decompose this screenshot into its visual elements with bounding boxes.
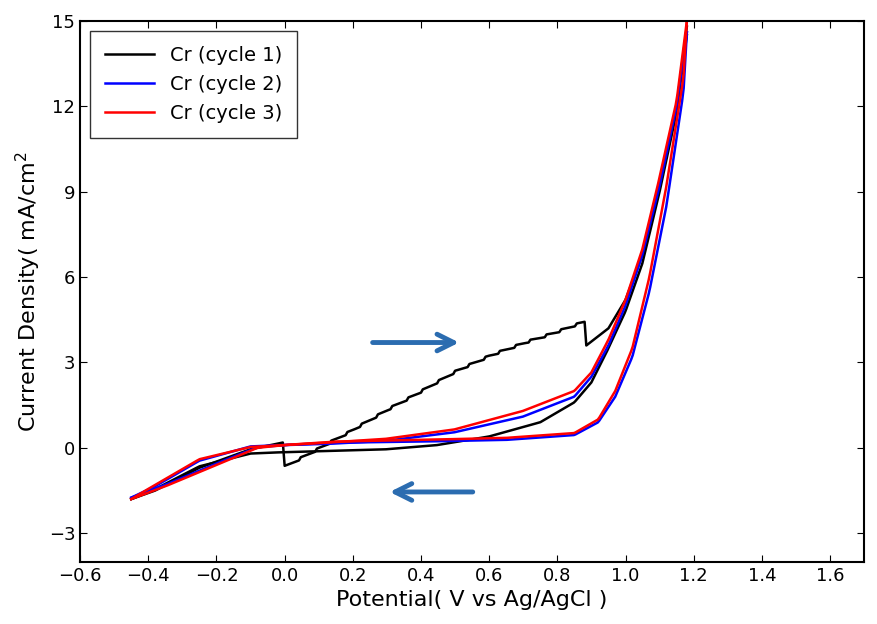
Cr (cycle 1) — [603, 323, 614, 330]
Cr (cycle 2) — [381, 438, 392, 446]
X-axis label: Potential( V vs Ag/AgCl ): Potential( V vs Ag/AgCl ) — [336, 590, 607, 610]
Cr (cycle 2) — [274, 442, 284, 449]
Cr (cycle 2) — [125, 494, 136, 502]
Cr (cycle 3) — [381, 437, 392, 444]
Cr (cycle 2) — [422, 437, 432, 445]
Line: Cr (cycle 2): Cr (cycle 2) — [131, 32, 686, 498]
Cr (cycle 2) — [657, 219, 667, 227]
Cr (cycle 1) — [631, 263, 642, 271]
Legend: Cr (cycle 1), Cr (cycle 2), Cr (cycle 3): Cr (cycle 1), Cr (cycle 2), Cr (cycle 3) — [89, 31, 297, 138]
Cr (cycle 3) — [453, 435, 464, 442]
Cr (cycle 3) — [681, 17, 691, 24]
Cr (cycle 1) — [492, 350, 503, 358]
Cr (cycle 3) — [657, 200, 667, 208]
Line: Cr (cycle 3): Cr (cycle 3) — [131, 21, 686, 499]
Cr (cycle 3) — [422, 436, 432, 444]
Cr (cycle 1) — [125, 495, 136, 503]
Cr (cycle 2) — [681, 29, 691, 36]
Y-axis label: Current Density( mA/cm$^2$: Current Density( mA/cm$^2$ — [14, 151, 43, 432]
Cr (cycle 2) — [673, 119, 683, 126]
Cr (cycle 1) — [612, 308, 623, 316]
Cr (cycle 1) — [246, 445, 257, 452]
Cr (cycle 3) — [125, 495, 136, 503]
Cr (cycle 3) — [673, 103, 683, 110]
Cr (cycle 1) — [224, 453, 234, 461]
Cr (cycle 2) — [453, 437, 464, 444]
Line: Cr (cycle 1): Cr (cycle 1) — [131, 27, 686, 499]
Cr (cycle 3) — [274, 442, 284, 449]
Cr (cycle 1) — [681, 23, 691, 31]
